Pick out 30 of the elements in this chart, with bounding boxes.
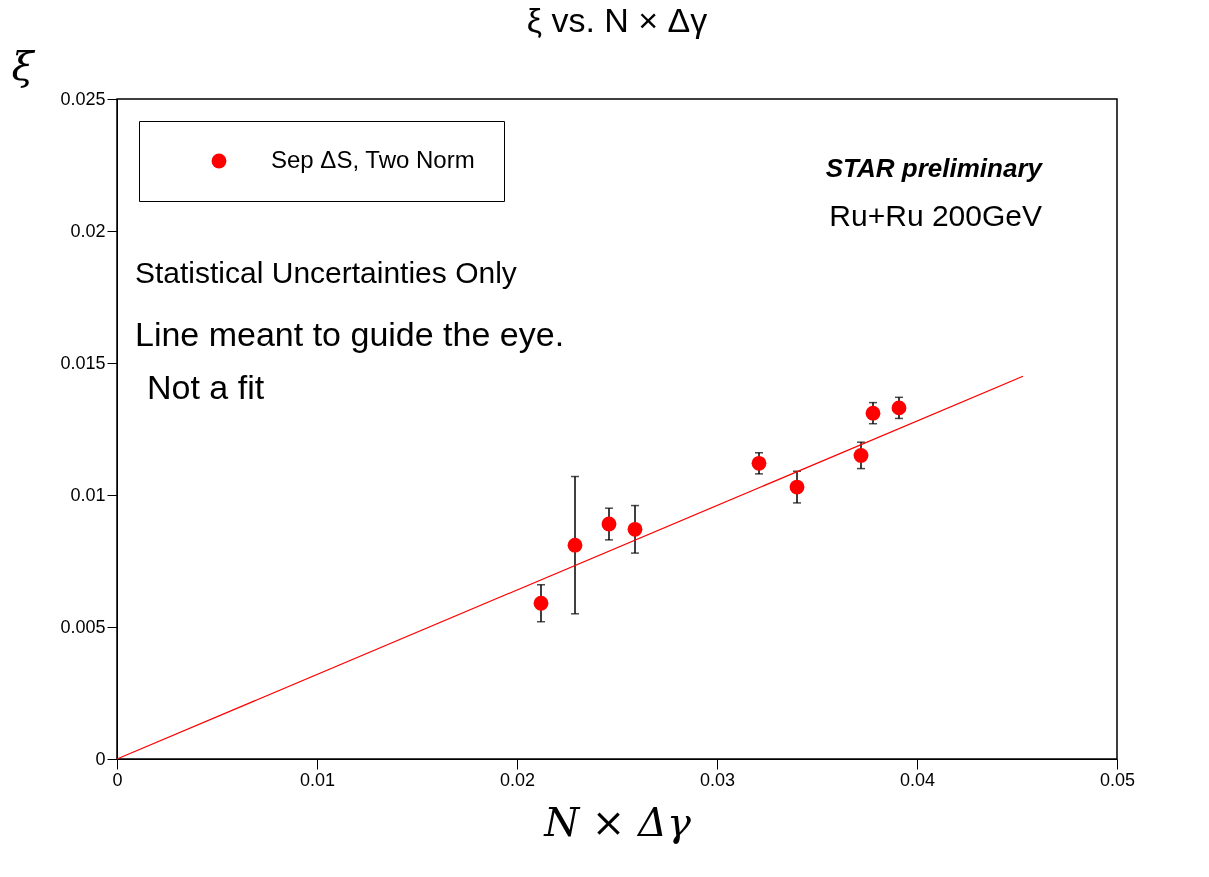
x-tick-label: 0.04 (899, 769, 936, 790)
point (751, 455, 767, 471)
x-tick-label: 0.05 (1099, 769, 1136, 790)
point (853, 448, 869, 463)
y-tick-label: 0.005 (60, 616, 106, 637)
point (865, 405, 881, 421)
annotation: Not a fit (147, 368, 265, 406)
chart-title: ξ vs. N × Δγ (526, 1, 708, 39)
point (891, 400, 907, 416)
x-tick-label: 0.03 (699, 769, 736, 790)
annotation: Ru+Ru 200GeV (829, 199, 1042, 232)
x-tick-label: 0 (112, 769, 123, 790)
point (627, 521, 643, 537)
x-axis-title: N × Δγ (543, 798, 691, 845)
point (789, 479, 805, 495)
y-tick-label: 0.01 (70, 484, 106, 505)
annotation: Line meant to guide the eye. (135, 315, 565, 353)
x-tick-label: 0.01 (299, 769, 336, 790)
annotation: STAR preliminary (825, 153, 1044, 183)
annotation: Statistical Uncertainties Only (135, 256, 517, 289)
y-tick-label: 0.025 (60, 88, 106, 109)
x-tick-label: 0.02 (499, 769, 536, 790)
y-axis-title: ξ (11, 42, 36, 89)
point (567, 537, 583, 553)
y-tick-label: 0.02 (70, 220, 106, 241)
point (533, 595, 549, 611)
y-tick-label: 0.015 (60, 352, 106, 373)
y-tick-label: 0 (95, 748, 106, 769)
point (601, 516, 617, 532)
legend-label: Sep ΔS, Two Norm (271, 146, 475, 173)
